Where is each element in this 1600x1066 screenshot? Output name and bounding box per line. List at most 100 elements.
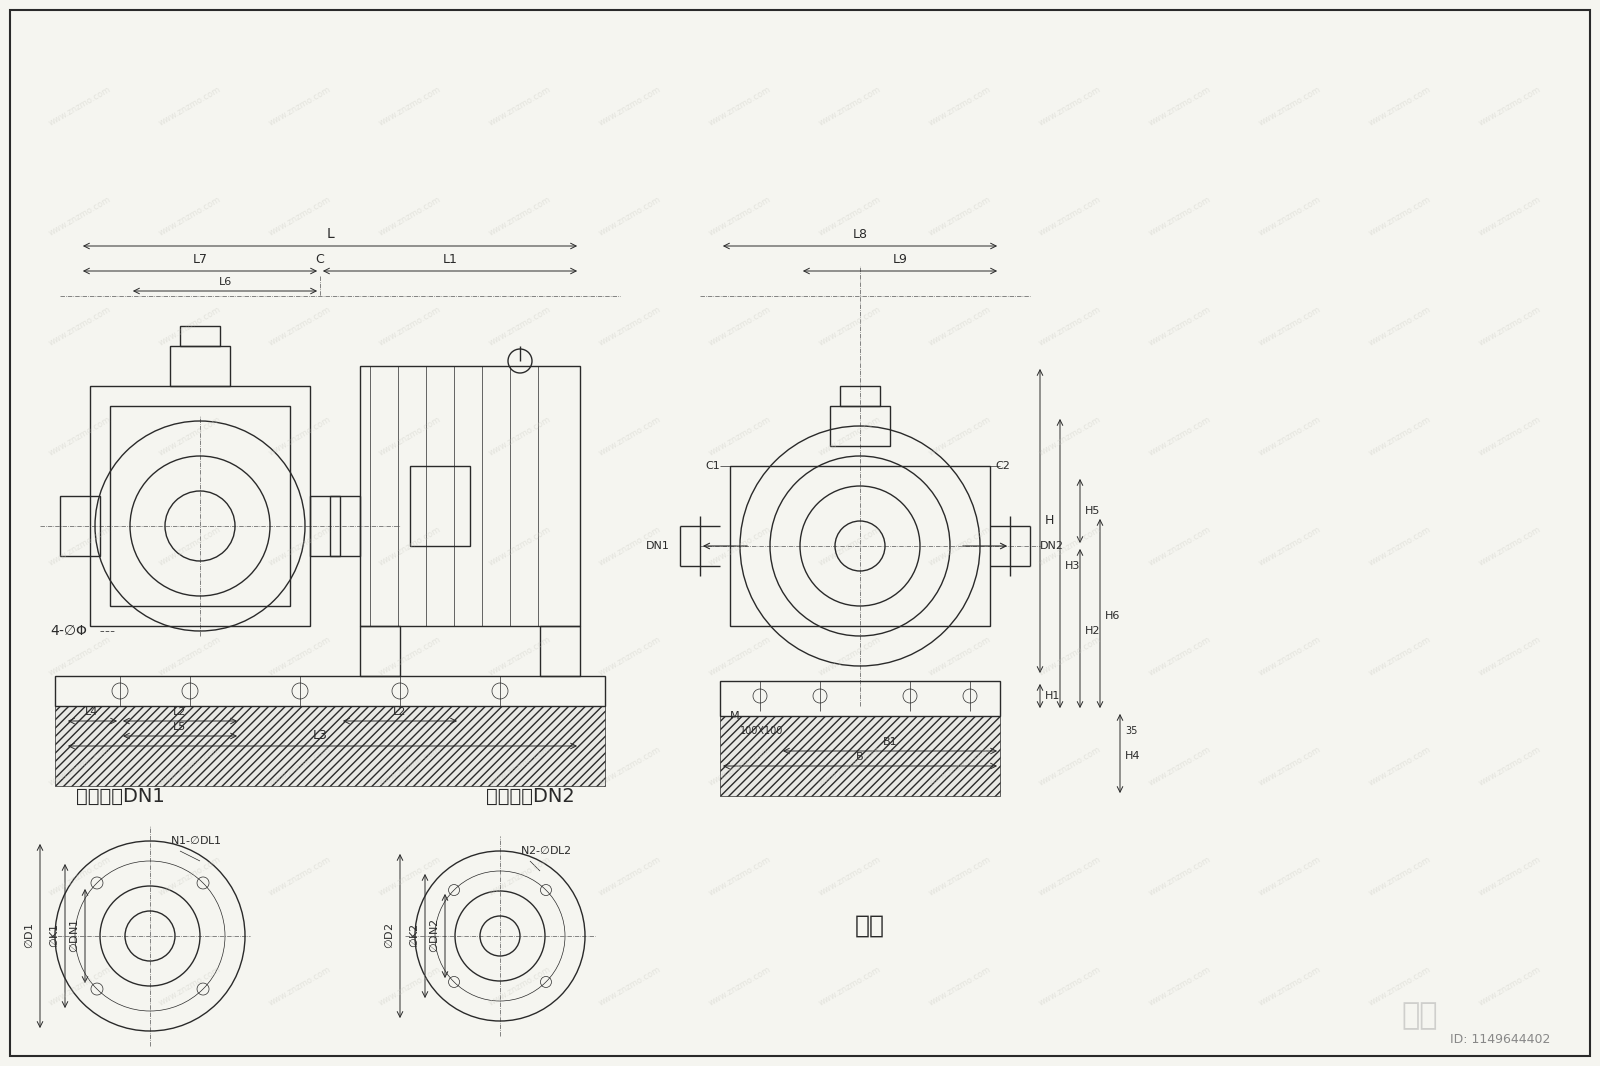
- Text: 吸入法兰DN1: 吸入法兰DN1: [75, 787, 165, 806]
- Text: H2: H2: [1085, 626, 1101, 636]
- Text: www.znzmo.com: www.znzmo.com: [48, 965, 112, 1007]
- Text: www.znzmo.com: www.znzmo.com: [707, 634, 773, 678]
- Text: www.znzmo.com: www.znzmo.com: [378, 194, 443, 238]
- Text: www.znzmo.com: www.znzmo.com: [488, 965, 552, 1007]
- Bar: [110, 406, 290, 605]
- Text: www.znzmo.com: www.znzmo.com: [488, 855, 552, 898]
- Text: www.znzmo.com: www.znzmo.com: [1368, 744, 1432, 788]
- Text: www.znzmo.com: www.znzmo.com: [928, 415, 992, 457]
- Text: www.znzmo.com: www.znzmo.com: [818, 855, 883, 898]
- Text: www.znzmo.com: www.znzmo.com: [267, 524, 333, 567]
- Bar: [830, 406, 890, 446]
- Text: www.znzmo.com: www.znzmo.com: [707, 194, 773, 238]
- Text: www.znzmo.com: www.znzmo.com: [378, 965, 443, 1007]
- Text: www.znzmo.com: www.znzmo.com: [157, 524, 222, 567]
- Text: www.znzmo.com: www.znzmo.com: [597, 855, 662, 898]
- Text: www.znzmo.com: www.znzmo.com: [378, 305, 443, 348]
- Text: L5: L5: [173, 722, 187, 732]
- Text: www.znzmo.com: www.znzmo.com: [1037, 415, 1102, 457]
- Text: www.znzmo.com: www.znzmo.com: [378, 634, 443, 678]
- Text: www.znzmo.com: www.znzmo.com: [1477, 634, 1542, 678]
- Text: www.znzmo.com: www.znzmo.com: [48, 84, 112, 128]
- Bar: [54, 706, 605, 786]
- Text: www.znzmo.com: www.znzmo.com: [1147, 855, 1213, 898]
- Text: www.znzmo.com: www.znzmo.com: [1147, 415, 1213, 457]
- Text: www.znzmo.com: www.znzmo.com: [1368, 634, 1432, 678]
- Text: www.znzmo.com: www.znzmo.com: [378, 524, 443, 567]
- Text: www.znzmo.com: www.znzmo.com: [1258, 744, 1323, 788]
- Text: www.znzmo.com: www.znzmo.com: [267, 744, 333, 788]
- Bar: [54, 676, 605, 706]
- Text: www.znzmo.com: www.znzmo.com: [1147, 634, 1213, 678]
- Text: H5: H5: [1085, 506, 1101, 516]
- Text: www.znzmo.com: www.znzmo.com: [1477, 965, 1542, 1007]
- Text: www.znzmo.com: www.znzmo.com: [488, 524, 552, 567]
- Text: www.znzmo.com: www.znzmo.com: [378, 744, 443, 788]
- Bar: [330, 496, 360, 556]
- Text: H3: H3: [1066, 561, 1080, 571]
- Text: www.znzmo.com: www.znzmo.com: [1147, 524, 1213, 567]
- Text: www.znzmo.com: www.znzmo.com: [157, 415, 222, 457]
- Text: www.znzmo.com: www.znzmo.com: [1037, 84, 1102, 128]
- Text: www.znzmo.com: www.znzmo.com: [597, 634, 662, 678]
- Text: www.znzmo.com: www.znzmo.com: [267, 415, 333, 457]
- Text: www.znzmo.com: www.znzmo.com: [157, 84, 222, 128]
- Text: DN1: DN1: [646, 542, 670, 551]
- Text: $\emptyset$DN2: $\emptyset$DN2: [429, 919, 440, 953]
- Text: www.znzmo.com: www.znzmo.com: [1258, 305, 1323, 348]
- Text: www.znzmo.com: www.znzmo.com: [1477, 415, 1542, 457]
- Text: www.znzmo.com: www.znzmo.com: [488, 634, 552, 678]
- Text: www.znzmo.com: www.znzmo.com: [378, 84, 443, 128]
- Text: www.znzmo.com: www.znzmo.com: [48, 305, 112, 348]
- Text: www.znzmo.com: www.znzmo.com: [1477, 744, 1542, 788]
- Text: www.znzmo.com: www.znzmo.com: [928, 965, 992, 1007]
- Text: 35: 35: [1125, 726, 1138, 736]
- Text: www.znzmo.com: www.znzmo.com: [1037, 634, 1102, 678]
- Text: L: L: [326, 227, 334, 241]
- Text: www.znzmo.com: www.znzmo.com: [597, 194, 662, 238]
- Text: www.znzmo.com: www.znzmo.com: [1368, 194, 1432, 238]
- Text: www.znzmo.com: www.znzmo.com: [1258, 194, 1323, 238]
- Text: www.znzmo.com: www.znzmo.com: [707, 965, 773, 1007]
- Text: www.znzmo.com: www.znzmo.com: [818, 744, 883, 788]
- Text: $\emptyset$K1: $\emptyset$K1: [48, 923, 61, 949]
- Text: 知末: 知末: [1402, 1001, 1438, 1031]
- Text: L3: L3: [312, 729, 328, 742]
- Bar: [730, 466, 990, 626]
- Text: www.znzmo.com: www.znzmo.com: [597, 305, 662, 348]
- Text: www.znzmo.com: www.znzmo.com: [1258, 84, 1323, 128]
- Text: www.znzmo.com: www.znzmo.com: [1037, 744, 1102, 788]
- Bar: [840, 386, 880, 406]
- Text: www.znzmo.com: www.znzmo.com: [1258, 524, 1323, 567]
- Text: 吐出法兰DN2: 吐出法兰DN2: [486, 787, 574, 806]
- Text: www.znzmo.com: www.znzmo.com: [707, 84, 773, 128]
- Text: 4-$\emptyset$$\Phi$: 4-$\emptyset$$\Phi$: [50, 624, 88, 637]
- Bar: [720, 716, 1000, 796]
- Text: H4: H4: [1125, 752, 1141, 761]
- Text: www.znzmo.com: www.znzmo.com: [928, 524, 992, 567]
- Bar: [310, 496, 339, 556]
- Text: www.znzmo.com: www.znzmo.com: [818, 965, 883, 1007]
- Text: L2: L2: [394, 707, 406, 717]
- Text: www.znzmo.com: www.znzmo.com: [488, 305, 552, 348]
- Text: www.znzmo.com: www.znzmo.com: [928, 744, 992, 788]
- Text: www.znzmo.com: www.znzmo.com: [1368, 84, 1432, 128]
- Text: www.znzmo.com: www.znzmo.com: [48, 415, 112, 457]
- Text: www.znzmo.com: www.znzmo.com: [1258, 855, 1323, 898]
- Text: www.znzmo.com: www.znzmo.com: [267, 634, 333, 678]
- Text: www.znzmo.com: www.znzmo.com: [707, 855, 773, 898]
- Text: www.znzmo.com: www.znzmo.com: [818, 524, 883, 567]
- Text: ID: 1149644402: ID: 1149644402: [1450, 1033, 1550, 1046]
- Text: www.znzmo.com: www.znzmo.com: [707, 744, 773, 788]
- Text: www.znzmo.com: www.znzmo.com: [157, 855, 222, 898]
- Text: www.znzmo.com: www.znzmo.com: [1258, 965, 1323, 1007]
- Bar: [90, 386, 310, 626]
- Text: B: B: [856, 752, 864, 762]
- Text: www.znzmo.com: www.znzmo.com: [1368, 305, 1432, 348]
- Text: www.znzmo.com: www.znzmo.com: [378, 855, 443, 898]
- Text: www.znzmo.com: www.znzmo.com: [1368, 415, 1432, 457]
- Bar: [720, 681, 1000, 716]
- Text: H: H: [1045, 515, 1054, 528]
- Text: www.znzmo.com: www.znzmo.com: [928, 855, 992, 898]
- Text: www.znzmo.com: www.znzmo.com: [48, 524, 112, 567]
